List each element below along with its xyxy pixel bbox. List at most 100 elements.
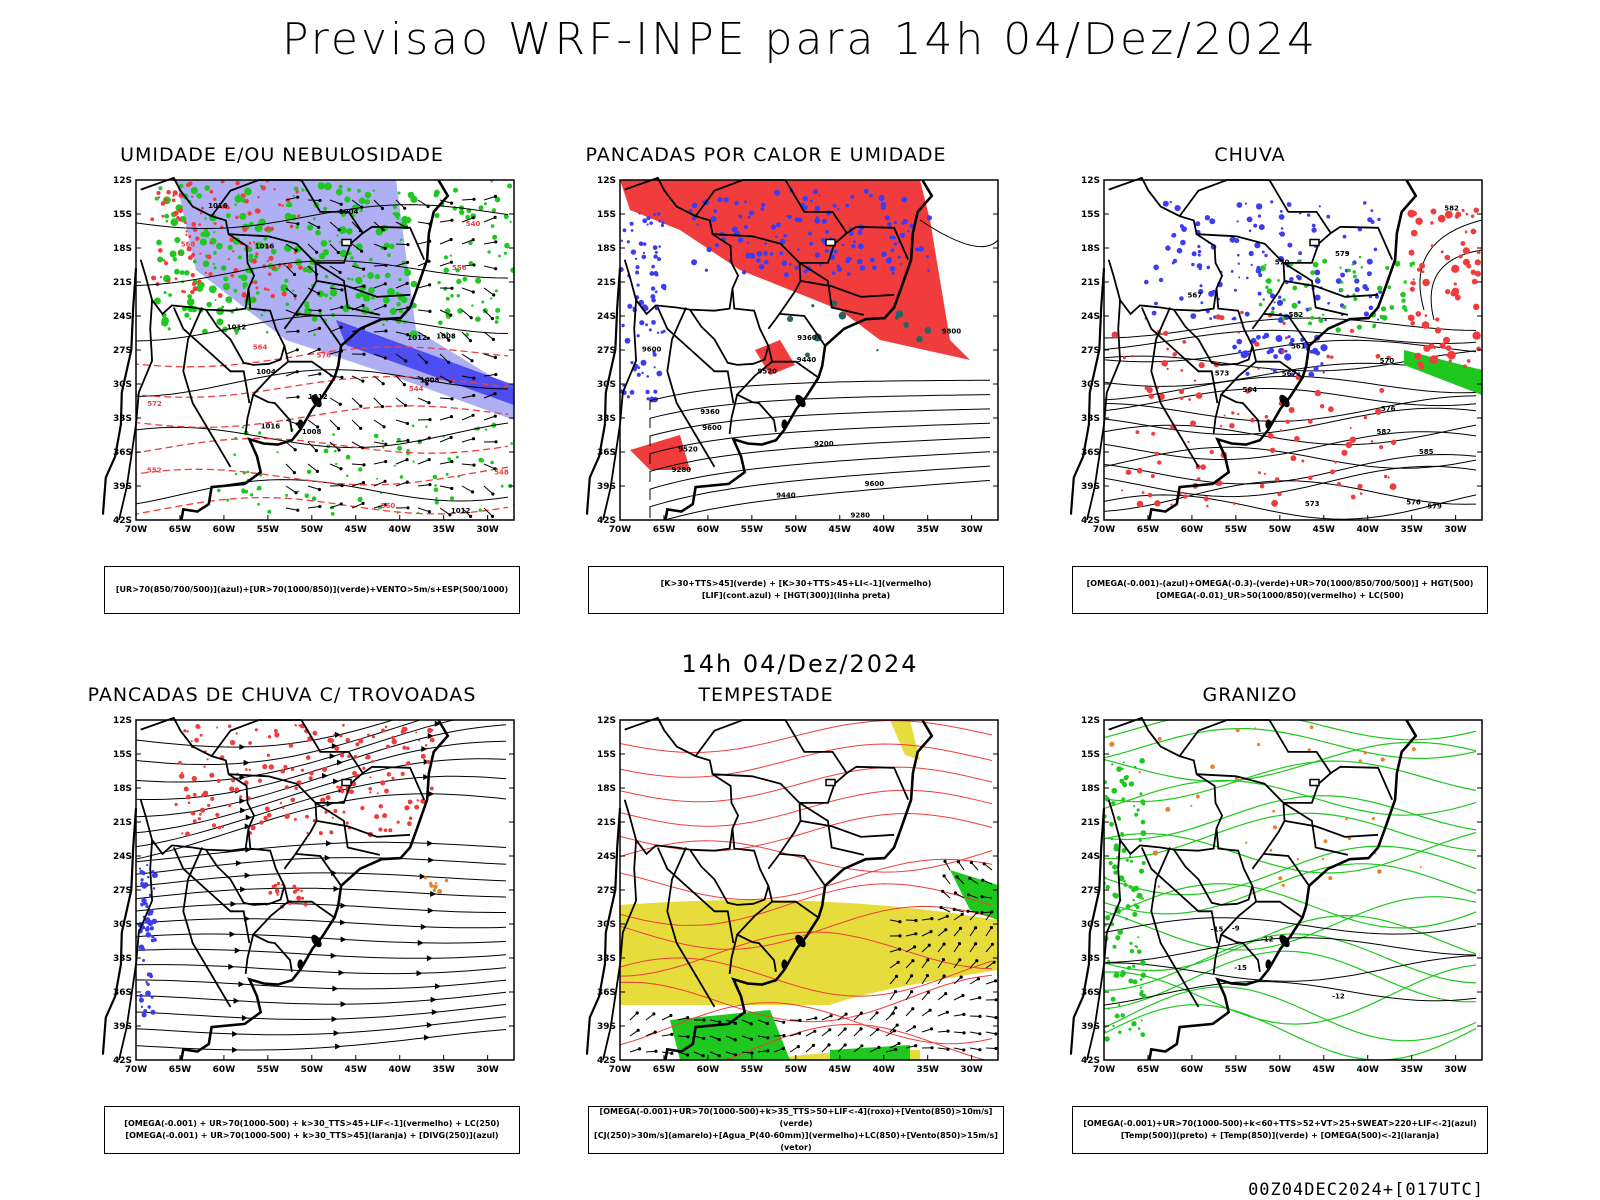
wind-vector <box>869 1029 878 1037</box>
thunderstorm-red-cell <box>203 765 206 768</box>
omega-blue-cell <box>1377 318 1380 321</box>
political-border <box>316 820 411 838</box>
green-humidity-cell <box>285 203 290 207</box>
map-heat-showers[interactable]: 9600952094409600952094409360928092009360… <box>586 174 1006 546</box>
green-humidity-cell <box>399 238 403 242</box>
omega-green-cell <box>1403 280 1407 284</box>
geopotential-500 <box>1104 375 1477 401</box>
wind-vector <box>439 375 451 383</box>
lagoon <box>1279 934 1290 948</box>
wind-vector <box>285 243 297 251</box>
geopotential-300 <box>663 479 991 520</box>
omega-blue-cell <box>1253 223 1258 228</box>
map-hail[interactable]: -12-15-15-12-912S15S18S21S24S27S30S33S36… <box>1070 714 1490 1086</box>
map-rain[interactable]: 5825795765735705675645615765735705675795… <box>1070 174 1490 546</box>
red-thickness-cell <box>273 188 276 191</box>
wind-vector-head <box>493 194 498 198</box>
thunderstorm-red-cell <box>228 724 232 728</box>
omega-red-cell <box>1375 408 1382 415</box>
federal-district <box>1309 238 1320 247</box>
wind-vector <box>307 287 319 294</box>
thunderstorm-red-cell <box>300 889 303 893</box>
green-humidity-cell <box>376 477 379 480</box>
legend-line: [OMEGA(-0.001)+UR>70(1000-500)+k<60+TTS>… <box>1083 1119 1477 1128</box>
omega-blue-cell <box>1271 306 1275 311</box>
wind-vector-head <box>894 1047 898 1052</box>
omega-red-cell <box>1370 440 1374 443</box>
wind-vector <box>889 919 900 923</box>
wind-vector <box>461 438 474 443</box>
political-border <box>772 360 820 379</box>
wind-vector <box>417 284 430 289</box>
lif-contour <box>620 212 667 403</box>
lif-contour-cell <box>764 242 767 246</box>
wind-vector-head <box>926 958 930 962</box>
temp-500-label: -12 <box>1261 935 1274 943</box>
green-humidity-cell <box>174 237 181 243</box>
temp-850-dense-cell <box>1140 799 1146 805</box>
wind-vector-head <box>428 309 432 313</box>
lif-contour-cell <box>926 215 932 221</box>
omega-blue-cell <box>1327 301 1330 305</box>
thunderstorm-red-cell <box>290 767 295 772</box>
lif-contour-cell <box>651 264 655 269</box>
wind-vector <box>373 330 387 333</box>
green-humidity-cell <box>478 508 482 512</box>
wind-vector <box>805 1045 814 1053</box>
thunderstorm-red-cell <box>209 772 215 778</box>
wind-vector-head <box>362 284 366 288</box>
lif-contour-cell <box>857 243 864 250</box>
omega-red-cell <box>1257 471 1261 475</box>
wind-vector <box>483 463 496 470</box>
temp-850-dense-cell <box>1123 775 1129 781</box>
wind-vector-head <box>360 205 364 209</box>
wind-vector <box>285 287 296 297</box>
streamline-250-arrow <box>434 714 440 717</box>
geopotential-label: 576 <box>1406 499 1421 507</box>
omega-green-cell <box>1347 268 1351 273</box>
green-humidity-cell <box>389 243 395 249</box>
streamline-250-arrow <box>329 753 336 760</box>
temp-850-dense-cell <box>1132 911 1138 917</box>
omega-red-cell <box>1285 419 1290 424</box>
green-humidity-cell <box>330 512 335 516</box>
green-humidity-cell <box>456 278 462 285</box>
panel-rain: CHUVA 582 579 576 573 570 567 564 561 576 573 570 5… <box>1030 144 1488 614</box>
temp-850-dense-cell <box>1140 960 1146 966</box>
wind-vector-head <box>472 197 476 201</box>
thunderstorm-red-cell <box>179 773 185 779</box>
isobar-label: 1012 <box>227 324 247 332</box>
wind-vector-head <box>946 1047 950 1051</box>
green-humidity-cell <box>396 302 401 307</box>
red-thickness-cell <box>270 226 274 231</box>
wind-vector-head <box>494 240 498 244</box>
lif-contour-cell <box>779 238 786 245</box>
thunderstorm-red-cell <box>305 755 311 760</box>
red-thickness-cell <box>164 261 169 266</box>
temp-850-dense-cell <box>1123 879 1126 883</box>
green-humidity-cell <box>438 320 443 326</box>
omega-red-cell <box>1386 355 1391 360</box>
lat-tick-label: 42S <box>597 516 616 526</box>
wind-vector-head <box>339 325 343 329</box>
omega-blue-cell <box>1284 349 1288 353</box>
omega-red-cell <box>1263 472 1266 475</box>
omega-red-cell <box>1419 365 1425 370</box>
wind-vector-head <box>449 435 453 439</box>
omega-green-cell <box>1351 263 1355 266</box>
streamline-250 <box>136 720 395 748</box>
geopotential-label: 9600 <box>865 480 885 488</box>
political-border <box>712 233 802 330</box>
thunderstorm-red-cell <box>385 744 390 749</box>
map-humidity[interactable]: 1012101210161008101210161008100410161012… <box>102 174 522 546</box>
wind-vector-head <box>974 926 978 930</box>
green-humidity-cell <box>495 315 500 320</box>
streamline-250-arrow <box>423 774 430 781</box>
wind-vector-head <box>925 974 929 978</box>
wind-vector-head <box>472 463 476 467</box>
wind-vector <box>483 415 496 421</box>
omega-red-cell <box>1412 278 1415 281</box>
green-humidity-cell <box>172 257 178 262</box>
